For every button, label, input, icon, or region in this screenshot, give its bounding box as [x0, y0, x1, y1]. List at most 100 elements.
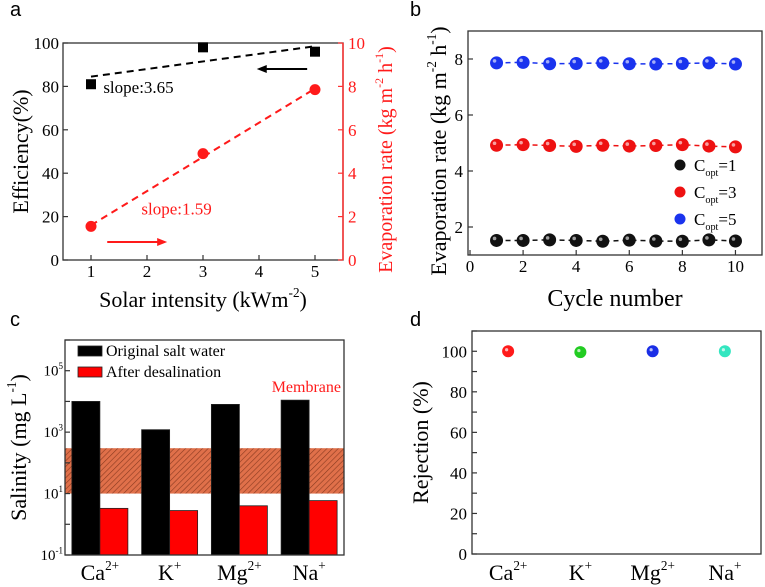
- panel-a-y2tick-label: 4: [348, 164, 357, 183]
- panel-d-ylabel: Rejection (%): [408, 381, 433, 504]
- panel-d-point-highlight: [505, 348, 509, 352]
- panel-a-y2tick-label: 0: [348, 251, 357, 270]
- panel-a-ytick-label: 20: [42, 208, 59, 227]
- panel-b-point-series-0: [702, 233, 716, 247]
- panel-b-point-series-0: [490, 233, 504, 247]
- panel-d-category-label-part: K: [569, 560, 585, 585]
- panel-a-y2label-part: ): [375, 46, 397, 53]
- panel-b-point-series-0: [569, 233, 583, 247]
- panel-b-point-series-1: [675, 138, 689, 152]
- panel-a-y2tick-label: 10: [348, 34, 365, 53]
- panel-d-point-highlight: [649, 348, 653, 352]
- panel-label-b: b: [410, 0, 421, 21]
- panel-a-slope-annotation: slope:3.65: [103, 78, 173, 97]
- panel-b-legend-label-0-part: opt: [705, 168, 718, 179]
- panel-b-point-series-0: [543, 233, 557, 247]
- panel-b-ylabel-part: -2: [424, 61, 439, 72]
- panel-c-legend-label-1: After desalination: [106, 364, 221, 381]
- panel-a-arrow-head: [157, 237, 168, 246]
- panel-d-ytick-label: 0: [459, 545, 468, 564]
- panel-b-series-line-2: [496, 61, 736, 65]
- panel-d-category-label: Mg2+: [630, 558, 675, 585]
- panel-a-y2label-part: Evaporation rate (kg m: [375, 87, 397, 272]
- panel-b-legend-marker-1: [674, 186, 686, 198]
- panel-a-xtick-label: 4: [255, 262, 264, 281]
- panel-b-legend-label-2-part: C: [694, 210, 705, 229]
- panel-b-point-series-1: [543, 139, 557, 153]
- panel-b-point-highlight: [731, 237, 736, 241]
- panel-d-ylabel-part: Rejection (%): [408, 381, 433, 504]
- panel-b-ytick-label: 6: [455, 106, 464, 125]
- panel-b-point-series-1: [649, 139, 663, 153]
- panel-d-point: [574, 346, 587, 359]
- panel-b-point-highlight: [519, 236, 523, 241]
- panel-b-point-highlight: [492, 236, 497, 241]
- panel-b-point-series-0: [622, 233, 636, 247]
- panel-c-bar-original: [210, 404, 240, 556]
- panel-d-category-label-part: 2+: [661, 558, 675, 573]
- panel-a-xtick-label: 2: [143, 262, 152, 281]
- panel-b-point-series-2: [490, 56, 504, 70]
- panel-b-legend-label-1-part: C: [694, 183, 705, 202]
- panel-d-category-label-part: Na: [708, 560, 734, 585]
- panel-d-ytick-label: 20: [450, 504, 467, 523]
- panel-d-point: [718, 345, 731, 358]
- panel-c-ytick-label-part: 3: [59, 422, 64, 432]
- panel-b-point-series-2: [649, 57, 663, 71]
- panel-c-bar-original: [141, 429, 171, 556]
- panel-a-fit-line-1: [90, 87, 316, 227]
- panel-b-point-highlight: [492, 59, 497, 63]
- panel-b-point-highlight: [572, 59, 576, 64]
- panel-a-xtick-label: 3: [199, 262, 208, 281]
- panel-b-point-highlight: [705, 142, 709, 146]
- panel-b-point-series-1: [490, 138, 504, 152]
- panel-b-xtick-label: 8: [678, 257, 687, 276]
- panel-d-category-label: K+: [569, 558, 592, 585]
- panel-c-ytick-label: 103: [44, 422, 64, 441]
- panel-c-category-label-part: +: [318, 558, 325, 573]
- panel-b-legend-marker-0: [674, 159, 686, 171]
- panel-label-a: a: [10, 0, 22, 21]
- panel-b-xtick-label: 4: [572, 257, 581, 276]
- panel-a-y2tick-label: 8: [348, 77, 357, 96]
- panel-a-y2tick-label: 6: [348, 121, 357, 140]
- panel-b-point-series-0: [675, 234, 689, 248]
- panel-b-point-series-1: [728, 140, 742, 154]
- panel-b-point-highlight: [678, 59, 683, 64]
- panel-c-ytick-label: 105: [44, 361, 64, 380]
- panel-d-category-label-part: +: [585, 558, 592, 573]
- panel-c-ylabel: Salinity (mg L-1): [4, 374, 31, 521]
- panel-c-ytick-label-part: 10: [44, 364, 59, 380]
- panel-c-ylabel-part: -1: [4, 382, 19, 393]
- panel-b-xtick-label: 6: [625, 257, 634, 276]
- panel-d-point: [502, 345, 515, 358]
- panel-c-category-label-part: 2+: [105, 558, 119, 573]
- panel-b-point-series-1: [516, 138, 530, 152]
- panel-b-point-series-2: [675, 56, 689, 70]
- panel-c-bar-desalinated: [99, 507, 129, 556]
- panel-b-point-highlight: [545, 236, 550, 240]
- panel-d-category-label-part: +: [734, 558, 741, 573]
- panel-b-point-series-0: [596, 234, 610, 248]
- panel-b-legend-label-2-part: opt: [705, 222, 718, 233]
- panel-b-point-highlight: [492, 141, 497, 146]
- panel-c-bar-desalinated: [238, 505, 268, 556]
- panel-c-bar-desalinated: [308, 500, 338, 556]
- panel-c-ylabel-part: Salinity (mg L: [6, 393, 31, 521]
- panel-b-point-highlight: [572, 236, 576, 241]
- panel-d-ytick-label: 60: [450, 423, 467, 442]
- panel-c-membrane-label: Membrane: [272, 379, 341, 396]
- panel-b-legend-label-0: Copt=1: [694, 156, 736, 179]
- panel-c-ytick-label-part: -1: [56, 545, 64, 555]
- panel-a-ytick-label: 80: [42, 77, 59, 96]
- panel-b-point-highlight: [598, 141, 603, 146]
- panel-b-series-line-1: [496, 143, 736, 148]
- panel-c-category-label: Na+: [293, 558, 326, 585]
- panel-c-bar-desalinated: [169, 510, 199, 556]
- panel-a-fit-line-0: [90, 45, 316, 78]
- panel-c-category-label-part: Ca: [81, 560, 106, 585]
- panel-b-legend-label-1-part: =3: [718, 183, 736, 202]
- panel-b-ytick-label: 4: [455, 162, 464, 181]
- panel-c-ytick-label-part: 10: [44, 487, 59, 503]
- panel-b-point-highlight: [705, 59, 709, 63]
